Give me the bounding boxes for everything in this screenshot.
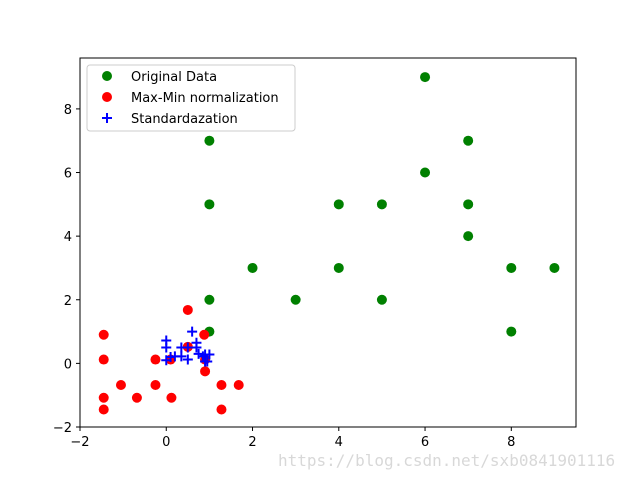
data-point-original [204,294,215,305]
data-point-standard [182,354,193,365]
plot-frame [79,57,577,428]
data-point-standard [161,342,172,353]
data-point-standard [204,349,215,360]
data-point-original [333,199,344,210]
data-point-original [376,294,387,305]
y-tick-label: 6 [64,167,72,182]
data-point-maxmin [98,392,109,403]
legend-label-maxmin: Max-Min normalization [131,91,279,106]
data-point-original [290,294,301,305]
data-point-maxmin [166,392,177,403]
y-tick-label: −2 [53,421,72,436]
data-point-standard [176,351,187,362]
data-point-maxmin [233,380,244,391]
data-point-original [463,135,474,146]
legend-marker-maxmin [102,92,112,102]
legend-label-original: Original Data [131,70,217,85]
data-point-standard [197,351,208,362]
data-point-original [247,262,258,273]
y-tick-label: 8 [64,103,72,118]
legend: Original Data Max-Min normalization Stan… [86,64,296,132]
data-point-original [463,199,474,210]
data-point-original [420,167,431,178]
data-point-original [463,231,474,242]
data-point-maxmin [98,329,109,340]
data-point-original [549,262,560,273]
data-point-original [204,199,215,210]
data-point-maxmin [98,404,109,415]
data-point-standard [191,342,202,353]
legend-box [86,64,296,132]
y-tick-label: 4 [64,230,72,245]
data-point-maxmin [216,404,227,415]
data-point-maxmin [182,304,193,315]
watermark-text: https://blog.csdn.net/sxb0841901116 [278,451,615,470]
data-point-original [204,135,215,146]
legend-marker-standard [102,113,112,123]
x-tick-label: 2 [248,435,256,450]
data-point-maxmin [199,329,210,340]
axes-layer: −2 0 2 4 6 8 −2 0 2 4 6 8 [53,103,516,450]
x-tick-label: 8 [507,435,515,450]
data-point-original [420,72,431,83]
data-point-maxmin [150,380,161,391]
x-tick-label: 4 [335,435,343,450]
data-point-original [376,199,387,210]
data-point-standard [202,356,213,367]
x-tick-label: 6 [421,435,429,450]
data-point-maxmin [131,392,142,403]
data-point-maxmin [98,354,109,365]
data-point-original [506,262,517,273]
points-layer [98,72,560,415]
data-point-maxmin [150,354,161,365]
data-point-standard [182,342,193,353]
data-point-original [333,262,344,273]
data-point-maxmin [200,366,211,377]
legend-marker-original [102,71,112,81]
legend-label-standard: Standardazation [131,112,238,127]
x-tick-label: 0 [162,435,170,450]
data-point-original [506,326,517,337]
data-point-standard [187,326,198,337]
data-point-maxmin [115,380,126,391]
y-tick-label: 2 [64,294,72,309]
y-tick-label: 0 [64,357,72,372]
x-tick-label: −2 [70,435,89,450]
data-point-maxmin [216,380,227,391]
